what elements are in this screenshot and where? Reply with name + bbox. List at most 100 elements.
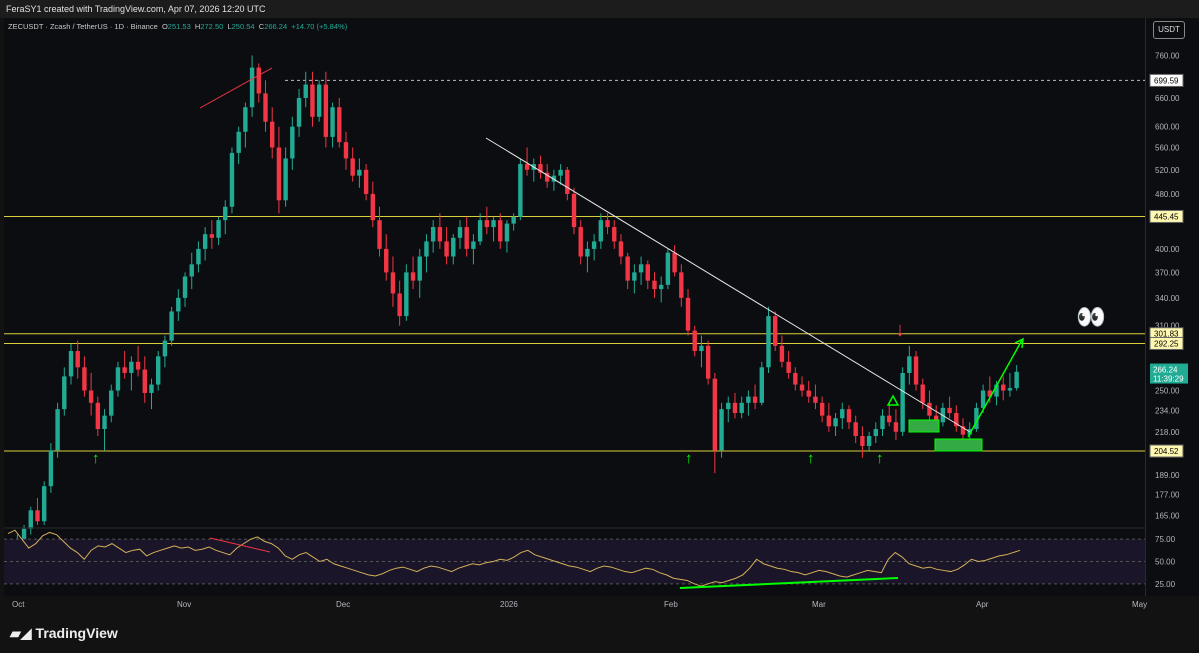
candle-body bbox=[189, 264, 194, 277]
candle-body bbox=[887, 415, 892, 423]
currency-button[interactable]: USDT bbox=[1153, 21, 1185, 39]
green-box bbox=[934, 438, 983, 452]
candle-body bbox=[645, 264, 650, 281]
candle-body bbox=[652, 280, 657, 290]
candle-body bbox=[330, 107, 335, 137]
candle-body bbox=[853, 422, 858, 436]
candle-body bbox=[565, 169, 570, 194]
candle-body bbox=[726, 402, 731, 410]
x-axis-label: May bbox=[1132, 600, 1147, 609]
price-tick-label: 189.00 bbox=[1155, 471, 1180, 480]
price-tick-label: 218.00 bbox=[1155, 428, 1180, 437]
candle-body bbox=[1007, 388, 1013, 391]
candle-body bbox=[1001, 384, 1006, 391]
candle-body bbox=[162, 340, 168, 357]
price-axis[interactable] bbox=[1145, 18, 1199, 596]
candle-body bbox=[779, 345, 785, 362]
candle-body bbox=[477, 220, 483, 242]
candle-body bbox=[62, 376, 67, 410]
level-tag bbox=[1149, 73, 1184, 87]
candle-body bbox=[692, 330, 697, 352]
candle-body bbox=[974, 407, 979, 430]
x-axis-label: Apr bbox=[976, 600, 989, 609]
candle-body bbox=[357, 169, 362, 176]
breakout-arrowhead bbox=[1014, 337, 1024, 349]
last-price-value: 266.24 bbox=[1153, 366, 1178, 375]
price-tick-label: 340.00 bbox=[1155, 294, 1180, 303]
last-price-countdown: 11:39:29 bbox=[1153, 375, 1184, 384]
candle-body bbox=[417, 256, 422, 281]
candle-body bbox=[216, 220, 221, 238]
candle-body bbox=[196, 248, 201, 265]
candle-body bbox=[511, 216, 516, 224]
candle-body bbox=[866, 435, 872, 446]
candle-body bbox=[95, 402, 101, 430]
candle-body bbox=[618, 241, 624, 257]
l-label: L bbox=[227, 22, 232, 31]
candle-body bbox=[954, 413, 959, 427]
up-arrow-icon: ↑ bbox=[876, 450, 884, 467]
candle-body bbox=[135, 361, 141, 370]
candle-body bbox=[270, 121, 275, 148]
candle-body bbox=[880, 415, 885, 430]
change-value: +14.70 (+5.84%) bbox=[291, 22, 348, 31]
candle-body bbox=[155, 356, 161, 385]
x-axis-label: Dec bbox=[336, 600, 350, 609]
candle-body bbox=[625, 256, 630, 281]
candle-body bbox=[296, 97, 302, 127]
rsi-tick-label: 25.00 bbox=[1155, 580, 1176, 589]
candle-body bbox=[672, 252, 677, 273]
candle-body bbox=[451, 237, 456, 257]
price-tick-label: 234.00 bbox=[1155, 406, 1180, 415]
low-value: 250.54 bbox=[231, 22, 255, 31]
candle-body bbox=[384, 248, 389, 273]
x-axis-label: 2026 bbox=[500, 600, 518, 609]
candle-body bbox=[249, 67, 255, 108]
candle-body bbox=[739, 402, 744, 414]
tradingview-logo[interactable]: ▰◢ TradingView bbox=[10, 625, 118, 642]
candle-body bbox=[578, 227, 583, 257]
up-arrow-icon: ↑ bbox=[807, 450, 815, 467]
candle-body bbox=[88, 390, 94, 403]
last-price-tag bbox=[1150, 363, 1188, 384]
candle-body bbox=[35, 510, 40, 522]
symbol-legend: ZECUSDT · Zcash / TetherUS · 1D · Binanc… bbox=[8, 22, 347, 31]
candle-body bbox=[759, 367, 764, 403]
candle-body bbox=[752, 396, 758, 403]
price-tick-label: 370.00 bbox=[1155, 268, 1180, 277]
trendline bbox=[485, 137, 971, 433]
candle-body bbox=[337, 107, 342, 143]
candle-body bbox=[793, 372, 798, 385]
candle-body bbox=[41, 486, 47, 522]
price-chart-panel[interactable] bbox=[4, 18, 1145, 596]
candle-body bbox=[699, 345, 704, 352]
rsi-line bbox=[7, 529, 1021, 587]
candle-body bbox=[370, 193, 376, 221]
candle-body bbox=[142, 369, 147, 393]
candle-body bbox=[169, 311, 174, 341]
candle-body bbox=[75, 351, 80, 368]
footer: ▰◢ TradingView bbox=[0, 612, 1199, 653]
candle-body bbox=[658, 284, 664, 290]
eyes-icon: 👀 bbox=[1076, 304, 1106, 331]
candle-body bbox=[591, 241, 597, 249]
candle-body bbox=[920, 384, 925, 403]
level-tag-label: 204.52 bbox=[1154, 447, 1179, 456]
level-tag-label: 301.83 bbox=[1154, 330, 1179, 339]
candle-body bbox=[48, 450, 54, 487]
triangle-icon bbox=[886, 394, 900, 406]
chart-caption: FeraSY1 created with TradingView.com, Ap… bbox=[0, 0, 1199, 18]
candle-body bbox=[960, 426, 966, 435]
candle-body bbox=[377, 220, 382, 249]
top-trendline bbox=[199, 67, 273, 109]
candle-body bbox=[290, 126, 295, 159]
candle-body bbox=[786, 361, 791, 373]
symbol-name: ZECUSDT · Zcash / TetherUS · 1D · Binanc… bbox=[8, 22, 158, 31]
price-tick-label: 560.00 bbox=[1155, 143, 1180, 152]
brand-name: TradingView bbox=[35, 625, 118, 641]
candle-body bbox=[437, 227, 443, 242]
candle-body bbox=[68, 351, 74, 377]
rsi-tick-label: 75.00 bbox=[1155, 535, 1176, 544]
candle-body bbox=[900, 372, 905, 432]
candle-body bbox=[813, 396, 818, 403]
